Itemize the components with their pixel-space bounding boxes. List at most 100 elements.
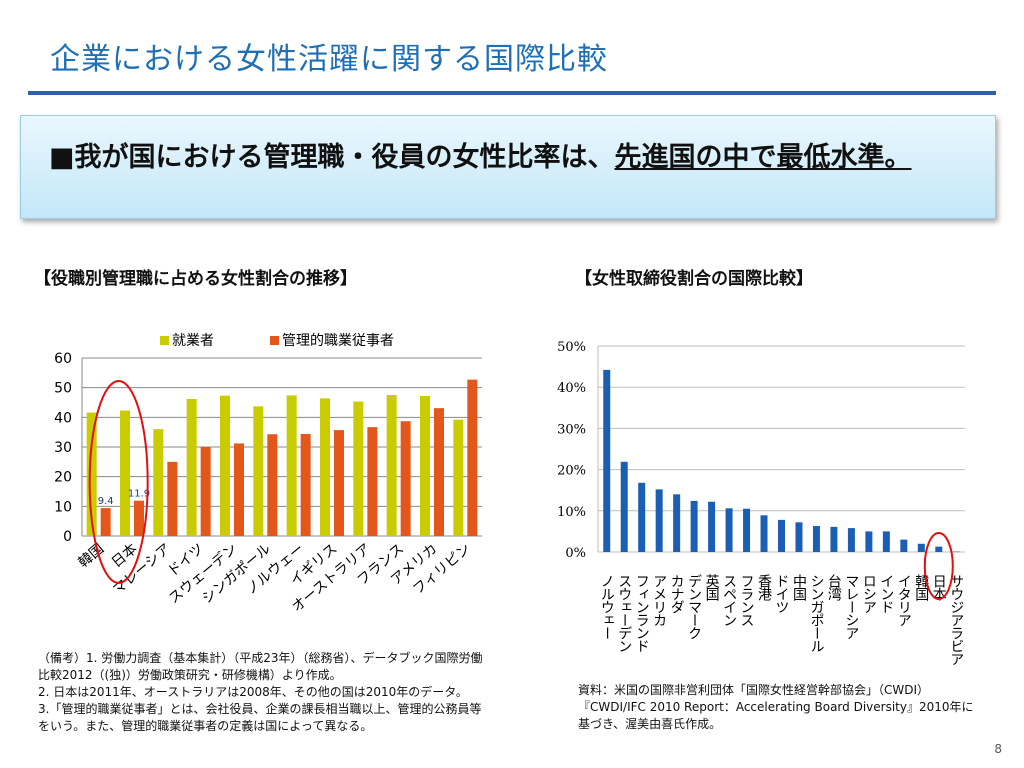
bar <box>708 501 716 552</box>
title-divider <box>28 91 996 95</box>
data-label: 9.4 <box>98 496 114 507</box>
bar <box>86 412 97 536</box>
bar <box>153 429 164 536</box>
bar <box>725 508 733 552</box>
x-tick-label: カナダ <box>669 574 685 614</box>
x-tick-label: 中国 <box>791 574 807 601</box>
bar <box>434 408 444 536</box>
x-tick-label: フランス <box>739 574 755 626</box>
y-tick-label: 20% <box>557 464 586 479</box>
x-tick-label: イタリア <box>896 574 912 627</box>
x-tick-label: 韓国 <box>913 574 929 601</box>
y-tick-label: 30% <box>557 422 586 437</box>
bar <box>847 528 855 552</box>
note-3: 3.「管理的職業従事者」とは、会社役員、企業の課長相当職以上、管理的公務員等をい… <box>38 702 482 733</box>
y-tick-label: 50% <box>557 340 586 355</box>
y-tick-label: 20 <box>54 470 72 486</box>
x-tick-label: 日本 <box>931 574 947 601</box>
legend-label: 管理的職業従事者 <box>282 333 394 349</box>
bar <box>200 447 211 536</box>
bar <box>220 395 230 536</box>
y-tick-label: 50 <box>54 381 72 397</box>
bar <box>935 546 943 552</box>
x-tick-label: アメリカ <box>651 574 667 627</box>
y-tick-label: 40% <box>557 381 586 396</box>
female-board-ratio-chart: 0% 10% 20% 30% 40% 50% ノルウェー スウェーデン フィンランド アメリカ カナ… <box>557 340 965 666</box>
note-2: 2. 日本は2011年、オーストラリアは2008年、その他の国は2010年のデー… <box>38 685 468 699</box>
right-chart-heading: 【女性取締役割合の国際比較】 <box>575 269 813 289</box>
x-tick-label: デンマーク <box>686 574 702 640</box>
x-tick-label: インド <box>878 574 894 613</box>
bar <box>420 395 430 536</box>
x-tick-label: ロシア <box>861 574 877 614</box>
bullet-square-icon: ■ <box>49 142 75 173</box>
bar <box>812 526 820 552</box>
bar <box>167 461 178 536</box>
left-chart-heading: 【役職別管理職に占める女性割合の推移】 <box>34 269 357 289</box>
y-tick-label: 30 <box>54 440 72 456</box>
bar <box>865 531 873 552</box>
bar <box>760 515 768 552</box>
x-tick-label: ノルウェー <box>599 574 615 639</box>
bar <box>830 526 838 552</box>
bar <box>386 395 397 536</box>
bar <box>638 482 646 552</box>
bar <box>120 410 130 536</box>
legend-swatch <box>270 336 279 345</box>
note-1: （備考）1. 労働力調査（基本集計）（平成23年）（総務省）、データブック国際労… <box>38 651 483 682</box>
x-tick-label: スウェーデン <box>616 574 632 652</box>
bar <box>882 531 890 552</box>
x-tick-label: 台湾 <box>826 574 842 601</box>
bar <box>134 500 144 536</box>
y-tick-label: 0 <box>63 529 72 545</box>
bar <box>320 398 330 536</box>
bar <box>353 401 364 536</box>
key-message-box: ■我が国における管理職・役員の女性比率は、先進国の中で最低水準。 <box>20 115 996 219</box>
bar <box>620 461 628 552</box>
y-tick-label: 60 <box>54 351 72 367</box>
x-tick-label: マレーシア <box>843 574 859 640</box>
y-tick-label: 10% <box>557 505 586 520</box>
y-tick-label: 0% <box>565 546 586 561</box>
key-message: ■我が国における管理職・役員の女性比率は、先進国の中で最低水準。 <box>49 138 969 178</box>
bar <box>100 508 111 536</box>
left-chart-notes: （備考）1. 労働力調査（基本集計）（平成23年）（総務省）、データブック国際労… <box>38 650 493 735</box>
x-tick-label: サウジアラビア <box>948 574 964 666</box>
x-tick-label: スペイン <box>721 574 737 626</box>
y-tick-label: 10 <box>54 499 72 515</box>
bar <box>334 430 344 536</box>
bar <box>900 539 908 552</box>
bar <box>655 489 663 552</box>
highlight-ellipse <box>88 380 149 584</box>
highlight-ellipse <box>923 532 954 600</box>
x-tick-label: フィンランド <box>634 574 650 652</box>
x-tick-label: シンガポール <box>808 574 824 652</box>
bar <box>453 419 464 536</box>
y-tick-label: 40 <box>54 410 72 426</box>
page-number: 8 <box>994 742 1002 756</box>
data-label: 11.9 <box>128 489 150 500</box>
bar <box>603 369 611 552</box>
bar <box>743 508 751 552</box>
x-tick-label: 香港 <box>756 574 772 601</box>
bar <box>467 379 478 536</box>
bar <box>917 543 925 552</box>
bar <box>367 427 378 536</box>
x-tick-label: 英国 <box>704 573 720 601</box>
bar <box>690 500 698 552</box>
right-chart-source: 資料：米国の国際非営利団体「国際女性経営幹部協会」（CWDI）『CWDI/IFC… <box>578 683 974 731</box>
bar <box>186 398 197 536</box>
key-message-emphasis: 先進国の中で最低水準。 <box>614 142 912 173</box>
bar <box>234 443 244 536</box>
legend-label: 就業者 <box>172 333 214 349</box>
bar <box>673 494 681 552</box>
slide-title: 企業における女性活躍に関する国際比較 <box>50 42 608 77</box>
legend-swatch <box>160 336 169 345</box>
bar <box>267 434 278 536</box>
bar <box>778 519 785 552</box>
bar <box>400 421 411 536</box>
bar <box>952 551 960 553</box>
x-tick-label: ドイツ <box>774 574 790 613</box>
key-message-text: 我が国における管理職・役員の女性比率は、 <box>74 142 615 173</box>
